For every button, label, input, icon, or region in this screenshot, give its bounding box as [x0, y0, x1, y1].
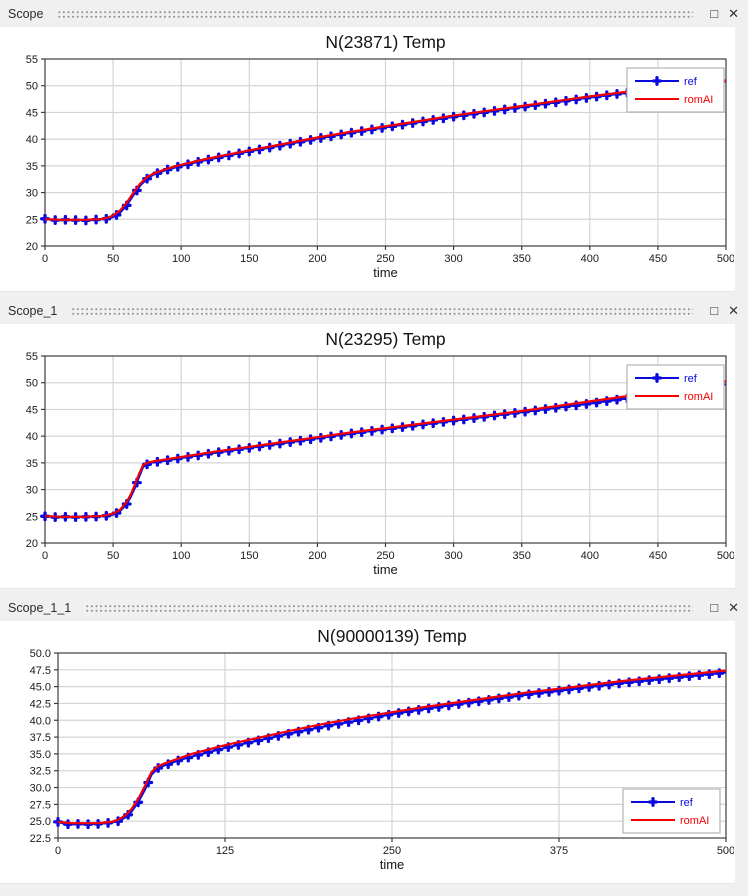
svg-text:150: 150 [240, 253, 258, 265]
svg-text:25: 25 [26, 214, 38, 226]
legend[interactable]: ref romAI [626, 364, 725, 410]
close-icon[interactable]: ✕ [728, 6, 739, 21]
svg-text:50: 50 [107, 550, 119, 562]
series-romAI [57, 669, 727, 825]
svg-text:150: 150 [240, 550, 258, 562]
svg-text:350: 350 [513, 253, 531, 265]
legend[interactable]: ref romAI [622, 788, 721, 834]
x-axis-label: time [380, 857, 405, 872]
svg-text:45.0: 45.0 [30, 682, 51, 694]
window-title: Scope_1 [8, 303, 58, 318]
window-title: Scope [8, 6, 44, 21]
legend-label-ref: ref [684, 373, 698, 385]
maximize-icon[interactable]: □ [710, 600, 719, 615]
titlebar-scope-1[interactable]: Scope_1 □ ✕ [0, 297, 748, 324]
temp-chart-90000139[interactable]: 0 125 250 375 500 22.5 25.0 27.5 30.0 32.5 35.0 37.… [0, 621, 734, 883]
svg-text:0: 0 [42, 253, 48, 265]
scope-window-1: Scope □ ✕ 0 50 100 150 200 250 300 350 400 450 500… [0, 0, 748, 292]
svg-text:300: 300 [444, 550, 462, 562]
series-ref [40, 77, 727, 226]
drag-handle[interactable] [85, 604, 694, 613]
svg-text:0: 0 [55, 845, 61, 857]
svg-text:125: 125 [216, 845, 234, 857]
legend[interactable]: ref romAI [626, 67, 725, 113]
legend-label-ref: ref [684, 76, 698, 88]
svg-text:35: 35 [26, 458, 38, 470]
svg-text:300: 300 [444, 253, 462, 265]
svg-text:25.0: 25.0 [30, 816, 51, 828]
scope-window-3: Scope_1_1 □ ✕ 0 125 250 375 500 22.5 25.0 27.5 3… [0, 594, 748, 884]
window-title: Scope_1_1 [8, 600, 72, 615]
svg-text:400: 400 [581, 550, 599, 562]
close-icon[interactable]: ✕ [728, 303, 739, 318]
svg-text:500: 500 [717, 550, 734, 562]
svg-text:200: 200 [308, 550, 326, 562]
svg-text:37.5: 37.5 [30, 732, 51, 744]
svg-text:27.5: 27.5 [30, 799, 51, 811]
svg-text:500: 500 [717, 253, 734, 265]
titlebar-scope[interactable]: Scope □ ✕ [0, 0, 748, 27]
maximize-icon[interactable]: □ [710, 6, 719, 21]
svg-text:35: 35 [26, 161, 38, 173]
svg-text:55: 55 [26, 54, 38, 66]
svg-text:100: 100 [172, 253, 190, 265]
chart-title: N(23871) Temp [325, 32, 445, 52]
svg-text:450: 450 [649, 253, 667, 265]
svg-text:47.5: 47.5 [30, 665, 51, 677]
svg-text:35.0: 35.0 [30, 749, 51, 761]
svg-text:450: 450 [649, 550, 667, 562]
svg-text:40: 40 [26, 134, 38, 146]
svg-text:250: 250 [376, 550, 394, 562]
chart-title: N(23295) Temp [325, 329, 445, 349]
scope-window-2: Scope_1 □ ✕ 0 50 100 150 200 250 300 350 400 450 5… [0, 297, 748, 589]
svg-text:20: 20 [26, 241, 38, 253]
svg-text:40: 40 [26, 431, 38, 443]
x-axis-label: time [373, 265, 398, 280]
svg-text:22.5: 22.5 [30, 833, 51, 845]
temp-chart-23871[interactable]: 0 50 100 150 200 250 300 350 400 450 500 20 25 30 35 40… [0, 27, 734, 291]
svg-text:250: 250 [383, 845, 401, 857]
maximize-icon[interactable]: □ [710, 303, 719, 318]
svg-text:375: 375 [550, 845, 568, 857]
close-icon[interactable]: ✕ [728, 600, 739, 615]
svg-text:45: 45 [26, 107, 38, 119]
legend-label-romAI: romAI [684, 94, 713, 106]
svg-text:55: 55 [26, 351, 38, 363]
svg-text:30: 30 [26, 188, 38, 200]
svg-text:40.0: 40.0 [30, 715, 51, 727]
svg-text:0: 0 [42, 550, 48, 562]
svg-text:200: 200 [308, 253, 326, 265]
svg-text:50: 50 [26, 378, 38, 390]
series-romAI [45, 380, 727, 518]
svg-text:500: 500 [717, 845, 734, 857]
temp-chart-23295[interactable]: 0 50 100 150 200 250 300 350 400 450 500 20 25 30 35 40… [0, 324, 734, 588]
legend-label-ref: ref [680, 797, 694, 809]
x-axis-label: time [373, 562, 398, 577]
svg-text:50: 50 [107, 253, 119, 265]
svg-text:45: 45 [26, 404, 38, 416]
chart-title: N(90000139) Temp [317, 626, 467, 646]
svg-text:350: 350 [513, 550, 531, 562]
svg-text:50: 50 [26, 81, 38, 93]
chart-panel[interactable]: 0 50 100 150 200 250 300 350 400 450 500 20 25 30 35 40… [0, 324, 735, 589]
drag-handle[interactable] [57, 10, 694, 19]
svg-text:20: 20 [26, 538, 38, 550]
series-romAI [45, 79, 727, 221]
svg-text:100: 100 [172, 550, 190, 562]
drag-handle[interactable] [71, 307, 694, 316]
svg-text:25: 25 [26, 511, 38, 523]
titlebar-scope-1-1[interactable]: Scope_1_1 □ ✕ [0, 594, 748, 621]
legend-label-romAI: romAI [684, 391, 713, 403]
chart-panel[interactable]: 0 50 100 150 200 250 300 350 400 450 500 20 25 30 35 40… [0, 27, 735, 292]
svg-text:30.0: 30.0 [30, 783, 51, 795]
svg-text:250: 250 [376, 253, 394, 265]
svg-text:50.0: 50.0 [30, 648, 51, 660]
legend-label-romAI: romAI [680, 815, 709, 827]
svg-text:30: 30 [26, 485, 38, 497]
svg-text:32.5: 32.5 [30, 766, 51, 778]
svg-text:42.5: 42.5 [30, 698, 51, 710]
chart-panel[interactable]: 0 125 250 375 500 22.5 25.0 27.5 30.0 32.5 35.0 37.… [0, 621, 735, 884]
svg-text:400: 400 [581, 253, 599, 265]
series-ref [40, 380, 727, 523]
